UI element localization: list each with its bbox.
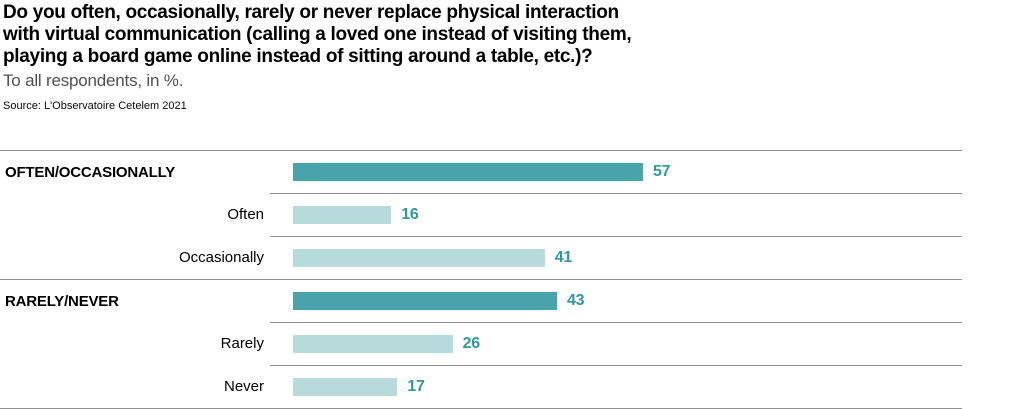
bar-often — [293, 206, 392, 224]
chart-header: Do you often, occasionally, rarely or ne… — [0, 0, 632, 112]
row-label: Occasionally — [178, 249, 264, 266]
bar-value-label: 16 — [401, 206, 419, 223]
bar-chart: OFTEN/OCCASIONALLY 57 Often 16 Occasiona… — [0, 150, 962, 409]
chart-subtitle: To all respondents, in %. — [3, 71, 184, 90]
chart-row-often-occasionally: OFTEN/OCCASIONALLY 57 — [0, 150, 962, 193]
title-line-2: with virtual communication (calling a lo… — [3, 24, 632, 45]
row-label: Often — [227, 206, 264, 223]
row-label: Rarely — [220, 335, 264, 352]
bar-value-label: 57 — [652, 163, 671, 180]
chart-source: Source: L'Observatoire Cetelem 2021 — [3, 100, 187, 112]
chart-title: Do you often, occasionally, rarely or ne… — [3, 2, 632, 68]
chart-row-rarely-never: RARELY/NEVER 43 — [0, 279, 962, 322]
row-plot: 26 — [270, 322, 962, 365]
bar-value-label: 41 — [554, 249, 573, 266]
bar-value-label: 17 — [407, 378, 425, 395]
chart-row-often: Often 16 — [0, 193, 962, 236]
row-plot: 57 — [270, 151, 962, 193]
bar-occasionally — [293, 249, 545, 267]
row-plot: 16 — [270, 193, 962, 236]
bar-value-label: 26 — [462, 335, 481, 352]
row-plot: 43 — [270, 280, 962, 322]
row-label: OFTEN/OCCASIONALLY — [5, 163, 176, 181]
row-label: RARELY/NEVER — [5, 292, 119, 310]
bar-often-occasionally — [293, 163, 643, 181]
bar-value-label: 43 — [567, 292, 585, 309]
chart-row-never: Never 17 — [0, 365, 962, 408]
bar-never — [293, 378, 398, 396]
row-plot: 17 — [270, 365, 962, 408]
title-line-1: Do you often, occasionally, rarely or ne… — [3, 2, 619, 23]
bar-rarely — [293, 335, 453, 353]
chart-row-occasionally: Occasionally 41 — [0, 236, 962, 279]
bar-rarely-never — [293, 292, 558, 310]
row-label: Never — [223, 378, 264, 395]
chart-row-rarely: Rarely 26 — [0, 322, 962, 365]
row-plot: 41 — [270, 236, 962, 279]
title-line-3: playing a board game online instead of s… — [3, 46, 593, 67]
